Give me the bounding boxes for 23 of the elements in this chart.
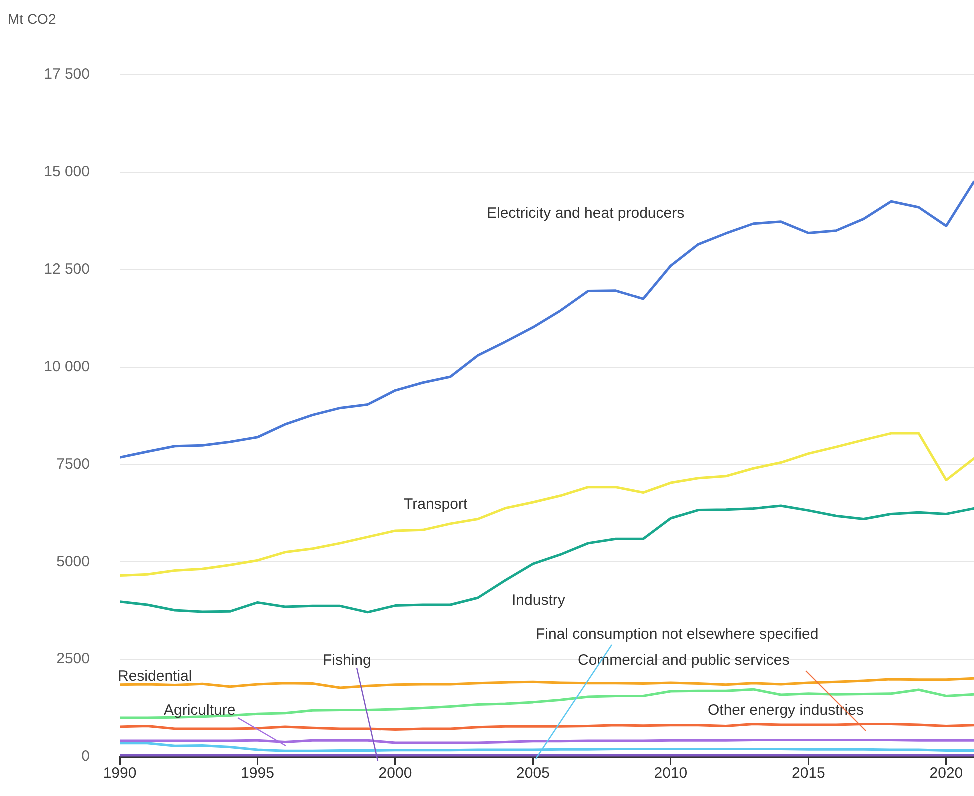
y-tick-label: 10 000 — [44, 358, 90, 376]
y-tick-label: 15 000 — [44, 164, 90, 181]
y-axis-title: Mt CO2 — [8, 10, 56, 27]
series-label: Industry — [512, 592, 566, 610]
x-tick-label: 1990 — [103, 765, 137, 782]
y-tick-label: 12 500 — [44, 261, 90, 278]
y-tick-label: 0 — [82, 748, 90, 766]
x-tick-label: 2005 — [516, 765, 550, 782]
y-tick-label: 7500 — [56, 456, 90, 473]
text: Fishing — [323, 652, 372, 670]
series-label: Agriculture — [164, 702, 236, 720]
x-tick-label: 1995 — [241, 765, 274, 782]
series-label: Electricity and heat producers — [487, 205, 685, 222]
text: Final consumption not elsewhere specified — [536, 626, 819, 644]
x-tick-label: 2010 — [654, 765, 688, 782]
x-tick-label: 2015 — [792, 765, 826, 782]
x-tick-label: 2020 — [930, 765, 964, 782]
y-tick-label: 2500 — [56, 650, 90, 668]
series-label: Residential — [118, 668, 192, 686]
y-tick-label: 5000 — [56, 553, 90, 570]
y-tick-label: 17 500 — [44, 66, 90, 84]
series-label: Transport — [404, 496, 468, 514]
x-tick-label: 2000 — [378, 765, 412, 782]
